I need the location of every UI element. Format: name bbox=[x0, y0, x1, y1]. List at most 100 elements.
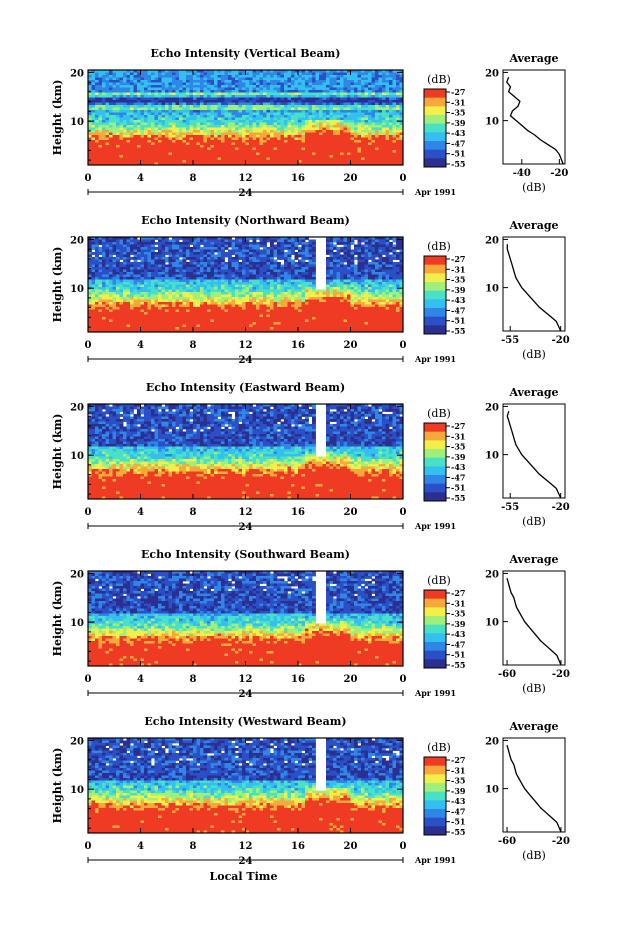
heatmap-cell bbox=[133, 70, 138, 73]
heatmap-cell bbox=[350, 272, 355, 275]
heatmap-cell bbox=[252, 162, 257, 166]
heatmap-cell bbox=[326, 237, 330, 240]
heatmap-cell bbox=[389, 125, 393, 128]
heatmap-cell bbox=[182, 90, 187, 93]
heatmap-cell bbox=[242, 97, 246, 101]
heatmap-cell bbox=[105, 105, 110, 108]
heatmap-cell bbox=[298, 112, 302, 116]
heatmap-cell bbox=[228, 92, 232, 96]
heatmap-cell bbox=[256, 102, 260, 106]
heatmap-cell bbox=[322, 100, 327, 103]
heatmap-cell bbox=[214, 90, 218, 93]
heatmap-cell bbox=[207, 85, 211, 88]
heatmap-cell bbox=[119, 105, 124, 108]
heatmap-cell bbox=[259, 85, 264, 88]
heatmap-cell bbox=[193, 102, 197, 106]
heatmap-cell bbox=[161, 75, 166, 78]
heatmap-cell bbox=[371, 145, 376, 148]
heatmap-cell bbox=[259, 110, 264, 113]
heatmap-cell bbox=[277, 152, 281, 156]
heatmap-cell bbox=[175, 267, 180, 270]
heatmap-cell bbox=[238, 107, 243, 111]
heatmap-cell bbox=[291, 252, 295, 255]
heatmap-cell bbox=[322, 135, 327, 138]
heatmap-cell bbox=[161, 90, 166, 93]
heatmap-cell bbox=[385, 127, 390, 131]
heatmap-cell bbox=[284, 85, 288, 88]
heatmap-cell bbox=[196, 117, 201, 121]
x-tick-label: 12 bbox=[239, 173, 253, 184]
heatmap-cell bbox=[301, 269, 306, 273]
heatmap-cell bbox=[151, 117, 155, 121]
heatmap-cell bbox=[399, 257, 404, 260]
heatmap-cell bbox=[350, 87, 355, 91]
heatmap-cell bbox=[130, 95, 134, 98]
heatmap-cell bbox=[158, 120, 162, 123]
heatmap-cell bbox=[312, 80, 316, 83]
heatmap-cell bbox=[231, 259, 236, 263]
heatmap-cell bbox=[91, 127, 96, 131]
heatmap-cell bbox=[329, 110, 334, 113]
heatmap-cell bbox=[319, 112, 323, 116]
heatmap-cell bbox=[165, 82, 169, 86]
heatmap-cell bbox=[277, 150, 281, 153]
colorbar: (dB)-27-31-35-39-43-47-51-55 bbox=[423, 73, 466, 169]
heatmap-cell bbox=[396, 147, 400, 151]
heatmap-cell bbox=[354, 279, 358, 283]
heatmap-cell bbox=[280, 77, 285, 81]
heatmap-cell bbox=[123, 87, 127, 91]
heatmap-cell bbox=[301, 252, 306, 255]
heatmap-cell bbox=[287, 160, 292, 163]
heatmap-cell bbox=[350, 237, 355, 240]
heatmap-cell bbox=[116, 117, 120, 121]
heatmap-cell bbox=[256, 110, 260, 113]
heatmap-cell bbox=[224, 252, 229, 255]
heatmap-cell bbox=[207, 77, 211, 81]
heatmap-cell bbox=[252, 269, 257, 273]
heatmap-cell bbox=[389, 132, 393, 136]
heatmap-cell bbox=[245, 120, 250, 123]
heatmap-cell bbox=[203, 80, 208, 83]
heatmap-cell bbox=[364, 137, 369, 141]
heatmap-cell bbox=[151, 274, 155, 278]
heatmap-cell bbox=[298, 85, 302, 88]
heatmap-cell bbox=[354, 137, 358, 141]
heatmap-cell bbox=[224, 87, 229, 91]
heatmap-cell bbox=[189, 160, 194, 163]
heatmap-cell bbox=[368, 72, 372, 76]
heatmap-cell bbox=[371, 87, 376, 91]
heatmap-cell bbox=[133, 162, 138, 166]
heatmap-cell bbox=[287, 102, 292, 106]
heatmap-cell bbox=[266, 142, 271, 146]
heatmap-cell bbox=[193, 77, 197, 81]
heatmap-cell bbox=[294, 87, 299, 91]
heatmap-cell bbox=[123, 112, 127, 116]
heatmap-cell bbox=[168, 147, 173, 151]
heatmap-cell bbox=[231, 155, 236, 158]
heatmap-cell bbox=[336, 145, 341, 148]
heatmap-cell bbox=[109, 254, 113, 258]
heatmap-cell bbox=[147, 100, 152, 103]
heatmap-cell bbox=[301, 117, 306, 121]
heatmap-cell bbox=[203, 112, 208, 116]
heatmap-cell bbox=[315, 145, 320, 148]
heatmap-cell bbox=[88, 244, 92, 248]
heatmap-cell bbox=[98, 97, 103, 101]
heatmap-cell bbox=[312, 244, 316, 248]
heatmap-cell bbox=[287, 262, 292, 265]
heatmap-cell bbox=[196, 77, 201, 81]
heatmap-cell bbox=[340, 82, 344, 86]
heatmap-cell bbox=[88, 70, 92, 73]
heatmap-cell bbox=[154, 77, 159, 81]
heatmap-cell bbox=[175, 279, 180, 283]
heatmap-cell bbox=[109, 82, 113, 86]
heatmap-cell bbox=[343, 244, 348, 248]
heatmap-cell bbox=[91, 132, 96, 136]
heatmap-cell bbox=[305, 70, 309, 73]
heatmap-cell bbox=[294, 237, 299, 240]
heatmap-cell bbox=[347, 244, 351, 248]
heatmap-cell bbox=[249, 127, 253, 131]
heatmap-cell bbox=[193, 237, 197, 240]
heatmap-cell bbox=[161, 155, 166, 158]
heatmap-cell bbox=[203, 242, 208, 245]
